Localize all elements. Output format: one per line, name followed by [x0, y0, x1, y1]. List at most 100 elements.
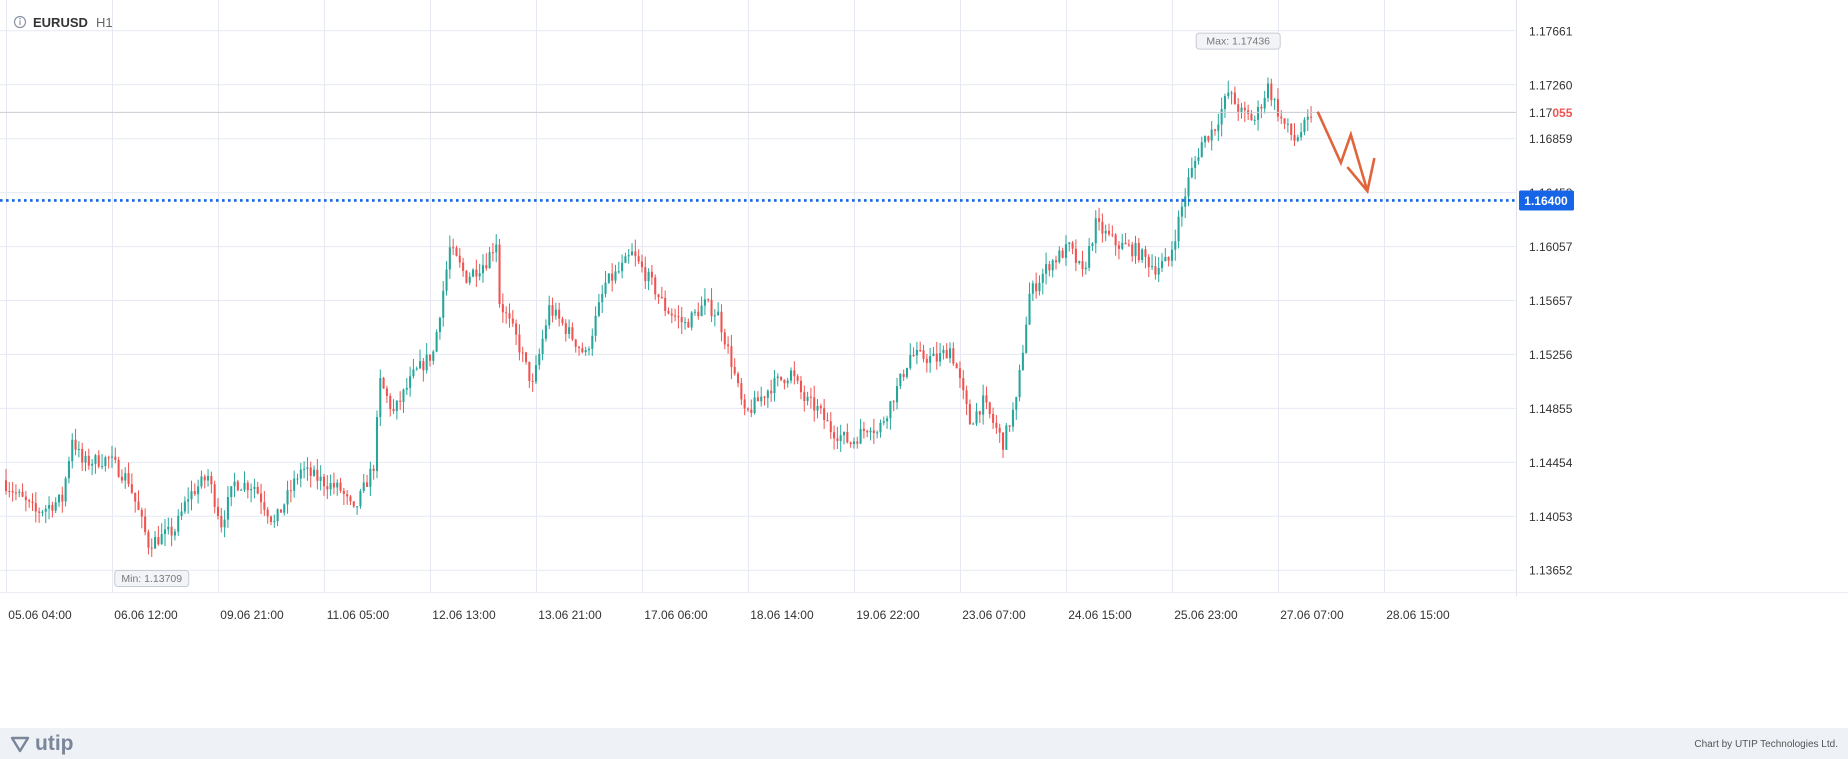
price-chart[interactable]: 1.16400 Max: 1.17436 Min: 1.13709 1.17661… — [0, 0, 1848, 728]
candle-177 — [591, 328, 594, 356]
candle-226 — [753, 390, 756, 415]
candle-334 — [1111, 225, 1114, 238]
candle-350 — [1164, 248, 1167, 262]
candle-100 — [336, 479, 339, 496]
candle-347 — [1154, 256, 1157, 280]
candle-78 — [263, 491, 266, 516]
candle-27 — [94, 453, 97, 474]
candle-147 — [491, 243, 494, 262]
candle-272 — [905, 367, 908, 379]
candle-361 — [1200, 136, 1203, 158]
candle-186 — [621, 254, 624, 279]
candle-247 — [823, 398, 826, 430]
candle-345 — [1147, 254, 1150, 278]
candle-324 — [1078, 260, 1081, 265]
candle-130 — [435, 329, 438, 353]
time-tick-1: 06.06 12:00 — [114, 608, 178, 622]
candle-13 — [48, 496, 51, 520]
time-tick-5: 13.06 21:00 — [538, 608, 602, 622]
time-axis[interactable]: 05.06 04:00 06.06 12:00 09.06 21:00 11.06 0… — [8, 608, 1450, 622]
current-price-bg — [1519, 103, 1574, 122]
candle-263 — [876, 430, 879, 439]
arrow-path — [1316, 111, 1369, 192]
candle-126 — [422, 357, 425, 382]
candle-351 — [1167, 256, 1170, 267]
candle-61 — [207, 469, 210, 487]
candle-283 — [942, 345, 945, 360]
chart-grid — [0, 0, 1848, 596]
candle-9 — [34, 492, 37, 523]
candle-108 — [362, 473, 365, 494]
time-tick-12: 27.06 07:00 — [1280, 608, 1344, 622]
candle-360 — [1197, 148, 1200, 165]
candle-95 — [319, 465, 322, 491]
candle-200 — [667, 307, 670, 315]
candle-310 — [1031, 280, 1034, 301]
time-tick-11: 25.06 23:00 — [1174, 608, 1238, 622]
utip-triangle-icon — [10, 736, 30, 753]
info-circle-icon[interactable] — [13, 15, 27, 29]
candle-137 — [458, 247, 461, 268]
candle-355 — [1180, 198, 1183, 227]
candle-295 — [982, 384, 985, 425]
candle-289 — [962, 370, 965, 400]
candle-85 — [286, 480, 289, 514]
candle-92 — [309, 461, 312, 488]
candle-365 — [1213, 128, 1217, 136]
candle-135 — [452, 238, 455, 256]
candle-195 — [650, 264, 653, 285]
candle-16 — [57, 494, 61, 507]
candle-34 — [117, 456, 120, 478]
candle-389 — [1293, 123, 1296, 147]
candle-76 — [256, 481, 259, 495]
candle-220 — [733, 358, 736, 376]
candle-138 — [462, 257, 465, 277]
candle-242 — [806, 391, 809, 406]
candle-260 — [866, 429, 869, 438]
candle-191 — [637, 249, 640, 265]
candle-210 — [700, 296, 703, 317]
price-tick-2: 1.16859 — [1529, 132, 1573, 146]
price-level-line[interactable]: 1.16400 — [0, 190, 1574, 211]
candle-30 — [104, 455, 107, 472]
candle-331 — [1101, 213, 1104, 243]
candle-63 — [213, 480, 216, 514]
candle-265 — [882, 416, 885, 426]
candle-31 — [107, 455, 110, 469]
candle-335 — [1114, 233, 1117, 256]
candle-143 — [478, 263, 481, 281]
time-tick-2: 09.06 21:00 — [220, 608, 284, 622]
candle-301 — [1001, 432, 1005, 458]
price-tick-8: 1.14454 — [1529, 456, 1573, 470]
candle-373 — [1240, 103, 1243, 119]
candle-204 — [680, 306, 683, 334]
candle-258 — [859, 418, 862, 445]
candle-380 — [1263, 90, 1266, 114]
candle-317 — [1054, 255, 1058, 270]
candle-192 — [640, 254, 643, 273]
candle-111 — [372, 464, 375, 480]
candle-124 — [415, 366, 418, 371]
candle-141 — [472, 268, 475, 278]
candle-326 — [1084, 261, 1087, 275]
candle-105 — [352, 501, 355, 508]
candle-229 — [763, 395, 766, 406]
price-axis[interactable]: 1.176611.172601.168591.164581.160571.156… — [1519, 24, 1574, 578]
candle-233 — [776, 373, 779, 387]
candle-267 — [889, 400, 892, 430]
candle-249 — [829, 412, 832, 439]
candle-232 — [773, 370, 776, 402]
candle-358 — [1190, 157, 1193, 179]
candle-73 — [246, 480, 249, 499]
candle-116 — [389, 393, 392, 417]
max-badge: Max: 1.17436 — [1195, 32, 1281, 50]
utip-logo[interactable]: utip — [10, 732, 73, 755]
candle-160 — [534, 355, 538, 385]
candle-306 — [1018, 364, 1021, 402]
candle-309 — [1028, 282, 1031, 325]
candle-144 — [481, 254, 485, 283]
candle-315 — [1048, 260, 1051, 277]
candle-387 — [1286, 118, 1289, 133]
candle-276 — [919, 341, 922, 353]
candle-133 — [445, 260, 448, 296]
